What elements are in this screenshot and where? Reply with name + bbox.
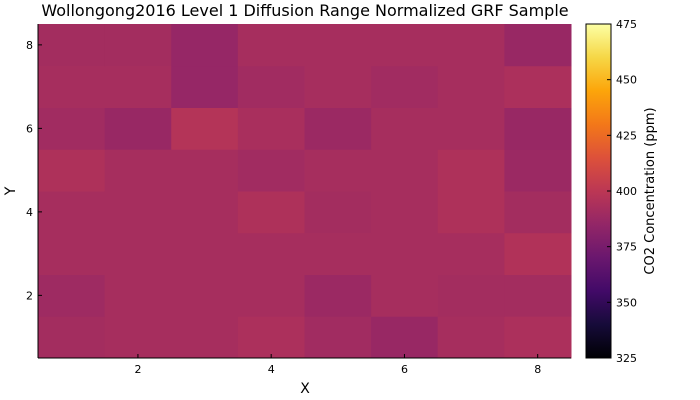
heatmap-cell [104,149,172,192]
colorbar [585,23,612,359]
heatmap-cell [504,24,572,67]
heatmap-cell [371,316,439,359]
heatmap-cell [371,232,439,275]
heatmap-cell [104,274,172,317]
heatmap-cell [437,232,505,275]
y-ticks: 2 4 6 8 [26,39,42,302]
heatmap-cell [504,65,572,108]
y-tick-label: 8 [26,39,33,52]
heatmap-cell [304,149,372,192]
heatmap-cell [504,107,572,150]
heatmap-cell [437,274,505,317]
colorbar-tick-label: 325 [616,352,637,365]
heatmap-cell [38,191,106,234]
heatmap-cell [437,107,505,150]
heatmap-cell [104,316,172,359]
x-tick-label: 4 [268,363,275,376]
heatmap-cell [104,232,172,275]
y-axis-label: Y [3,186,19,196]
x-tick-label: 8 [534,363,541,376]
heatmap-cell [171,316,239,359]
colorbar-tick-label: 375 [616,241,637,254]
heatmap-cell [304,274,372,317]
heatmap-cell [104,191,172,234]
heatmap-cell [38,24,106,67]
heatmap-cell [237,232,305,275]
heatmap-cell [104,107,172,150]
heatmap-cell [304,191,372,234]
heatmap-cell [237,191,305,234]
heatmap-cell [171,191,239,234]
heatmap-cell [38,232,106,275]
colorbar-tick-label: 450 [616,74,637,87]
heatmap-cell [237,107,305,150]
heatmap-cell [437,149,505,192]
heatmap-cell [38,274,106,317]
heatmap-cell [171,24,239,67]
plot-axes [37,24,571,359]
x-axis-label: X [300,381,310,397]
heatmap-cell [38,149,106,192]
heatmap-cells [38,24,572,359]
heatmap-cell [304,65,372,108]
heatmap-cell [171,149,239,192]
y-tick-label: 2 [26,289,33,302]
heatmap-cell [371,191,439,234]
heatmap-cell [504,316,572,359]
heatmap-cell [38,107,106,150]
x-ticks: 2 4 6 8 [134,354,541,376]
colorbar-label: CO2 Concentration (ppm) [643,107,658,274]
heatmap-cell [304,107,372,150]
colorbar-ticks: 325 350 375 400 425 450 475 [607,18,637,365]
heatmap-cell [237,274,305,317]
chart-title: Wollongong2016 Level 1 Diffusion Range N… [41,1,568,20]
heatmap-cell [104,65,172,108]
heatmap-cell [304,24,372,67]
heatmap-cell [237,149,305,192]
heatmap-cell [371,149,439,192]
heatmap-cell [504,191,572,234]
heatmap-cell [171,107,239,150]
heatmap-cell [38,65,106,108]
heatmap-cell [371,274,439,317]
y-tick-label: 6 [26,122,33,135]
heatmap-cell [237,24,305,67]
heatmap-cell [171,274,239,317]
colorbar-tick-label: 475 [616,18,637,31]
heatmap-cell [371,24,439,67]
colorbar-tick-label: 425 [616,129,637,142]
heatmap-cell [237,65,305,108]
heatmap-cell [38,316,106,359]
heatmap-cell [171,65,239,108]
heatmap-cell [104,24,172,67]
heatmap-cell [371,65,439,108]
heatmap-cell [504,232,572,275]
heatmap-cell [237,316,305,359]
heatmap-cell [304,232,372,275]
colorbar-tick-label: 400 [616,185,637,198]
y-tick-label: 4 [26,206,33,219]
heatmap-cell [504,274,572,317]
x-tick-label: 6 [401,363,408,376]
heatmap-cell [437,316,505,359]
heatmap-cell [371,107,439,150]
heatmap-cell [437,191,505,234]
heatmap-cell [437,65,505,108]
colorbar-tick-label: 350 [616,296,637,309]
heatmap-cell [304,316,372,359]
x-tick-label: 2 [134,363,141,376]
heatmap-cell [171,232,239,275]
heatmap-cell [504,149,572,192]
heatmap-cell [437,24,505,67]
